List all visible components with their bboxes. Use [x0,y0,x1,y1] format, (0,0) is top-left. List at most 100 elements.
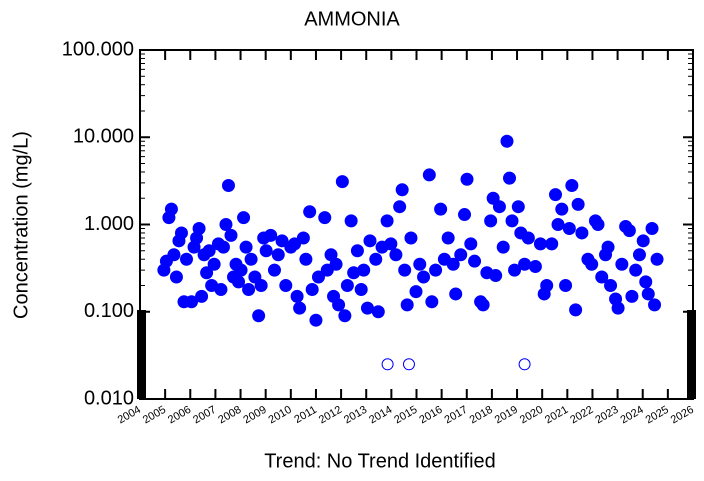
data-point [460,172,474,186]
data-point [434,202,448,216]
data-point [508,263,522,277]
data-point [357,263,371,277]
x-tick-label: 2016 [417,404,444,427]
data-point [239,240,253,254]
x-tick-label: 2010 [267,404,294,427]
data-point [569,303,583,317]
data-point [329,257,343,271]
x-tick-label: 2007 [191,404,218,427]
data-point [615,257,629,271]
data-point [180,252,194,266]
data-point [221,178,235,192]
x-tick-label: 2023 [593,404,620,427]
data-point [528,260,542,274]
data-point [335,175,349,189]
data-point [174,226,188,240]
data-point [290,289,304,303]
data-point [650,252,664,266]
data-point [264,228,278,242]
data-point [518,257,532,271]
data-point [350,244,364,258]
data-point [303,205,317,219]
data-point [400,298,414,312]
data-point [389,248,403,262]
data-point [309,313,323,327]
data-point [503,171,517,185]
data-point [169,270,183,284]
data-point [219,218,233,231]
x-tick-label: 2005 [141,404,168,427]
y-axis-label: Concentration (mg/L) [10,131,32,319]
data-point [562,221,576,235]
data-point [185,295,199,309]
x-tick-label: 2018 [468,404,495,427]
data-point [505,214,519,228]
data-point [441,231,455,245]
data-point [402,358,415,371]
data-point [271,248,285,262]
data-point [521,231,535,245]
data-point [395,183,409,197]
data-point [207,257,221,271]
y-tick-label: 10.000 [73,126,134,148]
data-point [393,200,407,214]
data-point [625,289,639,303]
data-point [318,211,332,225]
data-point [511,200,525,214]
data-point [363,234,377,248]
data-point [279,278,293,292]
data-point [591,218,605,231]
x-tick-label: 2009 [241,404,268,427]
data-point [496,240,510,254]
data-point [484,214,498,228]
x-tick-label: 2015 [392,404,419,427]
data-point [252,309,266,323]
data-point [369,252,383,266]
data-point [293,301,307,315]
data-point [259,244,273,258]
data-point [417,270,431,284]
data-point [645,221,659,235]
x-tick-label: 2008 [216,404,243,427]
data-point [540,278,554,292]
data-point [380,214,394,228]
data-point [409,285,423,299]
data-point [622,224,636,238]
x-tick-label: 2026 [669,404,696,427]
data-point [549,188,563,202]
data-point [611,301,625,315]
data-point [446,257,460,271]
data-point [216,240,230,254]
data-point [500,134,514,148]
data-point [360,301,374,315]
data-point [489,269,503,283]
data-point [371,305,385,319]
data-point [296,231,310,245]
x-tick-label: 2020 [518,404,545,427]
x-tick-label: 2022 [568,404,595,427]
data-point [464,237,478,251]
x-tick-label: 2013 [342,404,369,427]
data-point [195,289,209,303]
data-point [545,237,559,251]
data-point [565,178,579,192]
data-point [629,263,643,277]
data-point [267,263,281,277]
data-point [601,240,615,254]
data-point [595,270,609,284]
x-tick-label: 2011 [292,404,318,426]
data-point [299,252,313,266]
data-point [214,282,228,296]
x-tick-label: 2021 [543,404,570,427]
data-point [468,254,482,268]
x-tick-label: 2025 [644,404,671,427]
data-point [639,275,653,289]
data-point [429,263,443,277]
data-point [604,278,618,292]
data-point [425,295,439,309]
data-point [575,226,589,240]
data-point [242,282,256,296]
data-point [167,248,181,262]
x-axis-label: Trend: No Trend Identified [264,450,496,472]
data-point [192,221,206,235]
